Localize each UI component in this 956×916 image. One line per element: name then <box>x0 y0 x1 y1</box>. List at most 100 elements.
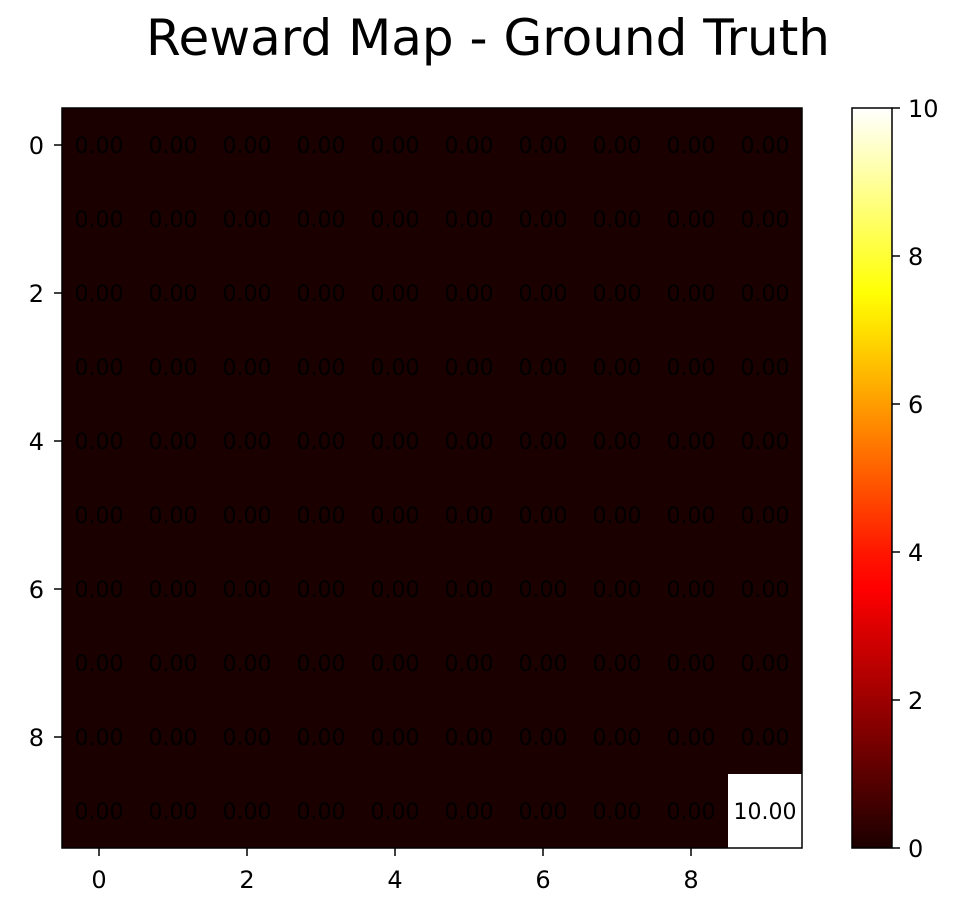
heatmap-cell <box>728 700 803 775</box>
heatmap-cell <box>728 256 803 331</box>
cell-value-label: 0.00 <box>75 430 124 455</box>
heatmap-cell <box>358 404 433 479</box>
cell-value-label: 0.00 <box>445 578 494 603</box>
heatmap-cell <box>284 626 359 701</box>
cell-value-label: 0.00 <box>741 208 790 233</box>
heatmap-cell <box>654 182 729 257</box>
heatmap-cell <box>728 182 803 257</box>
colorbar: 0 2 4 6 8 10 <box>851 95 939 863</box>
cell-value-label: 0.00 <box>223 504 272 529</box>
heatmap-cell <box>136 774 211 849</box>
cell-value-label: 0.00 <box>593 652 642 677</box>
heatmap-cell <box>210 330 285 405</box>
cell-value-label: 0.00 <box>667 504 716 529</box>
cell-value-label: 0.00 <box>223 726 272 751</box>
cell-value-label: 0.00 <box>371 800 420 825</box>
cell-value-label: 0.00 <box>149 800 198 825</box>
cell-value-label: 0.00 <box>667 800 716 825</box>
cell-value-label: 0.00 <box>667 208 716 233</box>
cell-value-label: 0.00 <box>75 282 124 307</box>
heatmap-cell <box>580 182 655 257</box>
heatmap-cell <box>62 774 137 849</box>
heatmap-cell <box>506 256 581 331</box>
cell-value-label: 0.00 <box>75 134 124 159</box>
heatmap-cell <box>432 108 507 183</box>
heatmap-cell <box>580 478 655 553</box>
cell-value-label: 0.00 <box>667 652 716 677</box>
cell-value-label: 0.00 <box>75 726 124 751</box>
heatmap-cell <box>210 404 285 479</box>
cell-value-label: 10.00 <box>734 800 797 825</box>
heatmap-cell <box>506 774 581 849</box>
cell-value-label: 0.00 <box>75 800 124 825</box>
heatmap-cell <box>580 774 655 849</box>
cell-value-label: 0.00 <box>593 578 642 603</box>
cell-value-label: 0.00 <box>519 726 568 751</box>
colorbar-tick-label: 6 <box>908 391 923 419</box>
cell-value-label: 0.00 <box>519 134 568 159</box>
heatmap-cell <box>62 330 137 405</box>
heatmap-cell <box>580 404 655 479</box>
heatmap-cell <box>284 700 359 775</box>
cell-value-label: 0.00 <box>223 282 272 307</box>
cell-value-label: 0.00 <box>593 356 642 381</box>
heatmap-cell <box>136 256 211 331</box>
cell-value-label: 0.00 <box>741 356 790 381</box>
cell-value-label: 0.00 <box>667 430 716 455</box>
heatmap-cell <box>654 330 729 405</box>
heatmap-cell <box>358 478 433 553</box>
cell-value-label: 0.00 <box>667 134 716 159</box>
cell-value-label: 0.00 <box>667 356 716 381</box>
heatmap-cell <box>506 330 581 405</box>
heatmap-cell <box>654 626 729 701</box>
cell-value-label: 0.00 <box>519 356 568 381</box>
heatmap-cell <box>654 774 729 849</box>
colorbar-tick-label: 10 <box>908 95 939 123</box>
heatmap-cell <box>358 182 433 257</box>
cell-value-label: 0.00 <box>223 356 272 381</box>
cell-value-label: 0.00 <box>297 282 346 307</box>
cell-value-label: 0.00 <box>445 208 494 233</box>
cell-value-label: 0.00 <box>371 430 420 455</box>
cell-value-label: 0.00 <box>371 134 420 159</box>
cell-value-label: 0.00 <box>593 800 642 825</box>
heatmap-cell <box>728 108 803 183</box>
heatmap-cell <box>284 256 359 331</box>
heatmap-cell <box>136 700 211 775</box>
heatmap-cell <box>506 182 581 257</box>
heatmap-cell <box>284 478 359 553</box>
heatmap-cell <box>580 256 655 331</box>
heatmap-cell <box>210 478 285 553</box>
heatmap-cell <box>506 626 581 701</box>
heatmap-cell <box>210 108 285 183</box>
cell-value-label: 0.00 <box>149 726 198 751</box>
cell-value-label: 0.00 <box>741 134 790 159</box>
heatmap-cell <box>728 774 803 849</box>
heatmap-cell <box>210 700 285 775</box>
y-tick-label: 4 <box>29 428 44 456</box>
cell-value-label: 0.00 <box>297 504 346 529</box>
cell-value-label: 0.00 <box>223 578 272 603</box>
cell-value-label: 0.00 <box>297 726 346 751</box>
cell-value-label: 0.00 <box>297 578 346 603</box>
cell-value-label: 0.00 <box>149 652 198 677</box>
heatmap-cell <box>210 552 285 627</box>
heatmap-cell <box>136 330 211 405</box>
cell-value-label: 0.00 <box>741 652 790 677</box>
x-tick-label: 2 <box>239 866 254 894</box>
heatmap-cell <box>62 256 137 331</box>
cell-value-label: 0.00 <box>297 208 346 233</box>
colorbar-tick-label: 8 <box>908 243 923 271</box>
cell-value-label: 0.00 <box>149 504 198 529</box>
heatmap-cell <box>358 552 433 627</box>
cell-value-label: 0.00 <box>75 208 124 233</box>
heatmap-cell <box>358 700 433 775</box>
heatmap-cell <box>506 700 581 775</box>
cell-value-label: 0.00 <box>519 652 568 677</box>
cell-value-label: 0.00 <box>75 356 124 381</box>
cell-value-label: 0.00 <box>297 356 346 381</box>
cell-value-label: 0.00 <box>371 282 420 307</box>
heatmap-cell <box>506 478 581 553</box>
colorbar-tick-label: 0 <box>908 835 923 863</box>
